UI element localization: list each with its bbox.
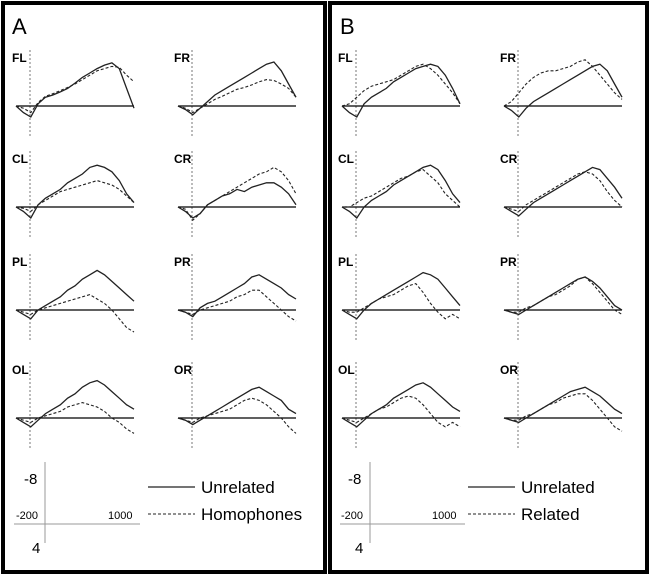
trace-a-fl-solid xyxy=(15,62,135,118)
plot-a-cr: CR xyxy=(174,151,297,237)
trace-b-cr-solid xyxy=(503,166,623,217)
trace-b-ol-solid xyxy=(341,382,461,428)
plot-b-cl: CL xyxy=(338,151,461,237)
plot-a-pr: PR xyxy=(174,254,297,340)
trace-b-fr-dashed xyxy=(503,59,623,107)
trace-a-cr-dashed xyxy=(177,166,297,222)
legend-b-related: Related xyxy=(521,505,580,524)
scale-a-x-end: 1000 xyxy=(108,510,132,522)
plot-a-cl: CL xyxy=(12,151,135,237)
panel-b-label: B xyxy=(340,14,355,39)
plot-b-pr: PR xyxy=(500,254,623,340)
channel-label-a-fl: FL xyxy=(12,51,27,65)
trace-b-or-solid xyxy=(503,386,623,424)
scale-b-y-bottom: 4 xyxy=(355,540,363,557)
scale-b-x-start: -200 xyxy=(341,510,363,522)
channel-label-a-fr: FR xyxy=(174,51,190,65)
scale-b-x-end: 1000 xyxy=(432,510,456,522)
trace-b-pr-dashed xyxy=(503,276,623,315)
channel-label-b-cr: CR xyxy=(500,152,518,166)
scale-b-y-top: -8 xyxy=(348,471,361,488)
panel-a-scale-bar: -8 4 -200 1000 xyxy=(14,462,140,557)
plot-a-or: OR xyxy=(174,362,297,448)
channel-label-b-fl: FL xyxy=(338,51,353,65)
trace-a-fr-solid xyxy=(177,61,297,116)
panel-a-legend: Unrelated Homophones xyxy=(148,478,302,524)
plot-b-ol: OL xyxy=(338,362,461,448)
plot-a-fl: FL xyxy=(12,50,135,136)
legend-a-homophones: Homophones xyxy=(201,505,302,524)
trace-a-cr-solid xyxy=(177,182,297,219)
panel-a-label: A xyxy=(12,14,27,39)
trace-a-cl-solid xyxy=(15,164,135,220)
channel-label-b-pr: PR xyxy=(500,255,517,269)
plot-b-fl: FL xyxy=(338,50,461,136)
trace-a-pl-dashed xyxy=(15,294,135,333)
scale-a-x-start: -200 xyxy=(16,510,38,522)
channel-label-a-cr: CR xyxy=(174,152,192,166)
trace-a-ol-dashed xyxy=(15,402,135,434)
trace-b-fr-solid xyxy=(503,63,623,118)
plot-b-pl: PL xyxy=(338,254,461,340)
channel-label-a-cl: CL xyxy=(12,152,28,166)
channel-label-b-or: OR xyxy=(500,363,518,377)
trace-b-cl-solid xyxy=(341,164,461,219)
scale-a-y-top: -8 xyxy=(24,471,37,488)
trace-b-pl-dashed xyxy=(341,282,461,320)
channel-label-a-pl: PL xyxy=(12,255,27,269)
plot-b-or: OR xyxy=(500,362,623,448)
channel-label-b-ol: OL xyxy=(338,363,355,377)
plot-b-cr: CR xyxy=(500,151,623,237)
trace-a-pr-dashed xyxy=(177,289,297,322)
trace-b-or-dashed xyxy=(503,393,623,432)
plot-b-fr: FR xyxy=(500,50,623,136)
trace-b-fl-solid xyxy=(341,63,461,118)
channel-label-b-pl: PL xyxy=(338,255,353,269)
trace-a-fl-dashed xyxy=(15,65,135,114)
channel-label-a-or: OR xyxy=(174,363,192,377)
channel-label-a-ol: OL xyxy=(12,363,29,377)
trace-a-pr-solid xyxy=(177,274,297,318)
channel-plots: FL FR CL CR PL PR OL OR FL FR CL CR PL PR OL OR xyxy=(12,50,623,448)
plot-a-pl: PL xyxy=(12,254,135,340)
channel-label-b-cl: CL xyxy=(338,152,354,166)
trace-b-cr-dashed xyxy=(503,171,623,213)
channel-label-a-pr: PR xyxy=(174,255,191,269)
legend-a-unrelated: Unrelated xyxy=(201,478,275,497)
channel-label-b-fr: FR xyxy=(500,51,516,65)
panel-b-frame xyxy=(328,1,649,574)
plot-a-ol: OL xyxy=(12,362,135,448)
trace-a-cl-dashed xyxy=(15,180,135,213)
trace-b-ol-dashed xyxy=(341,395,461,428)
trace-b-fl-dashed xyxy=(341,63,461,107)
plot-a-fr: FR xyxy=(174,50,297,136)
panel-b-legend: Unrelated Related xyxy=(468,478,595,524)
trace-b-pl-solid xyxy=(341,271,461,320)
trace-a-or-dashed xyxy=(177,397,297,434)
trace-a-pl-solid xyxy=(15,269,135,320)
trace-b-cl-dashed xyxy=(342,168,461,208)
scale-a-y-bottom: 4 xyxy=(32,540,40,557)
trace-b-pr-solid xyxy=(503,276,623,316)
trace-a-ol-solid xyxy=(15,379,135,428)
trace-a-fr-dashed xyxy=(177,79,297,114)
legend-b-unrelated: Unrelated xyxy=(521,478,595,497)
trace-a-or-solid xyxy=(177,386,297,426)
panel-b-scale-bar: -8 4 -200 1000 xyxy=(340,462,465,557)
panel-a-frame xyxy=(1,1,327,574)
